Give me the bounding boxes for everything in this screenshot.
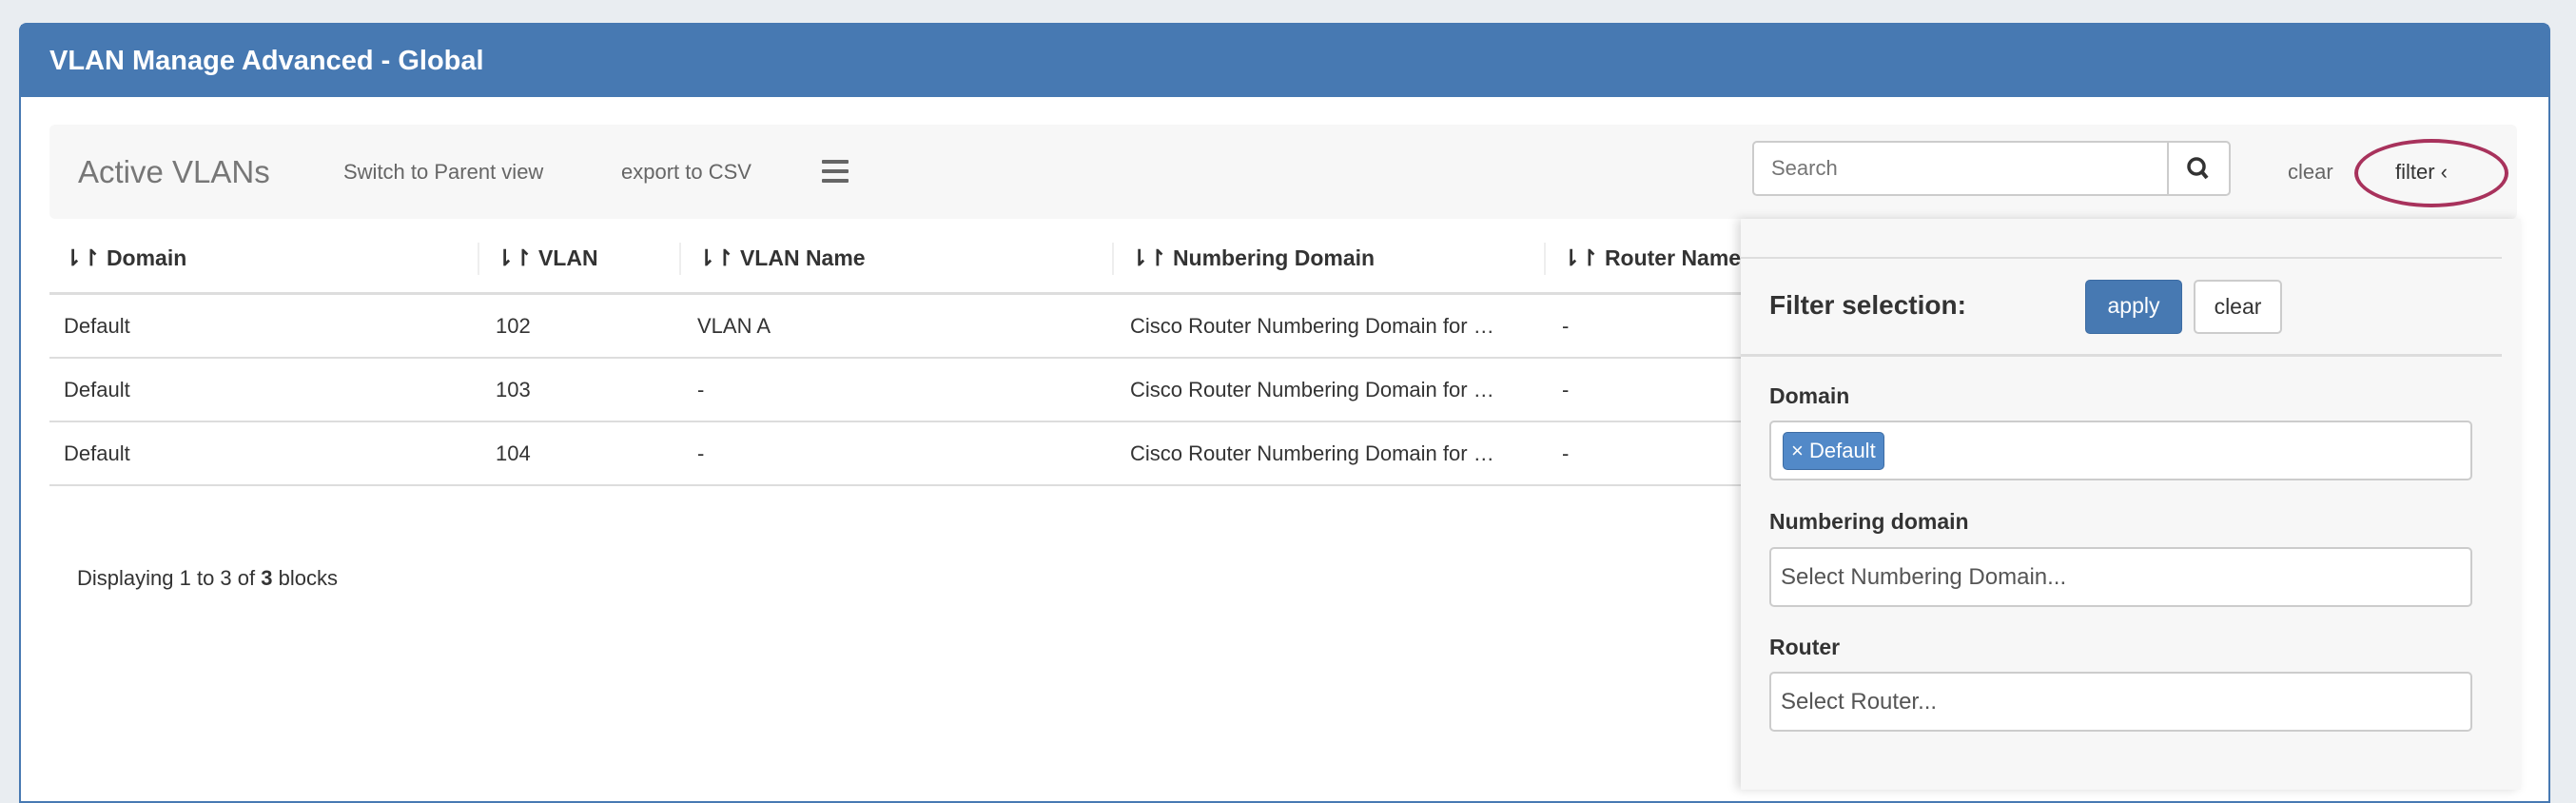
- table-cell: 103: [496, 378, 531, 402]
- row-divider: [49, 484, 1743, 486]
- row-divider: [49, 421, 1743, 422]
- table-cell: Default: [64, 441, 130, 465]
- table-cell: Default: [64, 378, 130, 402]
- router-label: Router: [1769, 635, 1841, 659]
- magnifier-icon: [2187, 157, 2209, 180]
- col-router-name[interactable]: ⇂↾ Router Name: [1562, 245, 1742, 270]
- table-cell: 104: [496, 441, 531, 465]
- col-numbering-domain[interactable]: ⇂↾ Numbering Domain: [1130, 245, 1376, 270]
- domain-select[interactable]: × Default: [1769, 421, 2472, 480]
- remove-tag-icon[interactable]: ×: [1791, 439, 1809, 462]
- switch-parent-view-link[interactable]: Switch to Parent view: [343, 160, 544, 184]
- highlight-annotation: [2354, 139, 2508, 207]
- numbering-domain-label: Numbering domain: [1769, 509, 1969, 534]
- hamburger-icon[interactable]: [822, 160, 849, 188]
- col-domain[interactable]: ⇂↾ Domain: [64, 245, 187, 270]
- table-cell: -: [1562, 314, 1570, 338]
- table-cell: Cisco Router Numbering Domain for …: [1130, 314, 1494, 338]
- clear-search-link[interactable]: clear: [2288, 160, 2333, 184]
- row-divider: [49, 357, 1743, 359]
- table-cell: Cisco Router Numbering Domain for …: [1130, 378, 1494, 402]
- clear-filter-button[interactable]: clear: [2194, 280, 2282, 334]
- table-cell: -: [697, 441, 705, 465]
- table-cell: VLAN A: [697, 314, 771, 338]
- panel-title: VLAN Manage Advanced - Global: [21, 25, 2548, 97]
- table-cell: 102: [496, 314, 531, 338]
- table-cell: -: [697, 378, 705, 402]
- pagination-info: Displaying 1 to 3 of 3 blocks: [77, 566, 338, 590]
- filter-title: Filter selection:: [1769, 290, 1966, 320]
- apply-button[interactable]: apply: [2085, 280, 2182, 334]
- export-csv-link[interactable]: export to CSV: [621, 160, 751, 184]
- table-cell: -: [1562, 441, 1570, 465]
- section-title: Active VLANs: [78, 154, 270, 189]
- table-cell: -: [1562, 378, 1570, 402]
- toolbar: Active VLANs Switch to Parent view expor…: [49, 125, 2517, 219]
- domain-tag[interactable]: × Default: [1783, 432, 1884, 470]
- filter-panel: Filter selection: apply clear Domain × D…: [1741, 219, 2521, 790]
- col-vlan[interactable]: ⇂↾ VLAN: [496, 245, 598, 270]
- search-input[interactable]: [1752, 141, 2169, 196]
- domain-label: Domain: [1769, 383, 1850, 408]
- table-cell: Cisco Router Numbering Domain for …: [1130, 441, 1494, 465]
- numbering-domain-select[interactable]: Select Numbering Domain...: [1769, 547, 2472, 607]
- router-select[interactable]: Select Router...: [1769, 672, 2472, 732]
- search-button[interactable]: [2167, 141, 2231, 196]
- table-cell: Default: [64, 314, 130, 338]
- col-vlan-name[interactable]: ⇂↾ VLAN Name: [697, 245, 866, 270]
